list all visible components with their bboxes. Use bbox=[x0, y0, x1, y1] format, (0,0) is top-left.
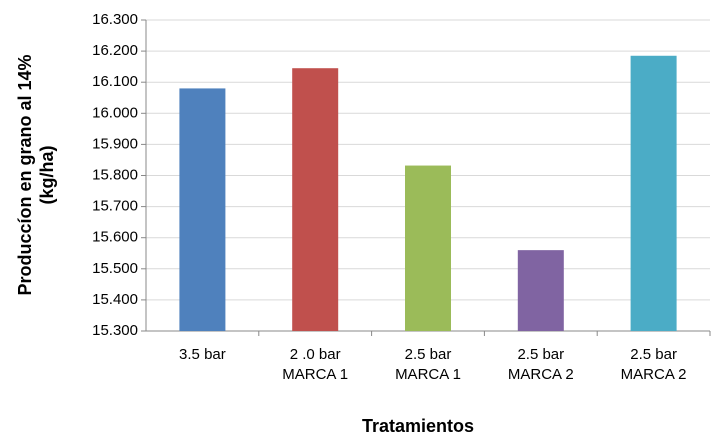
bar bbox=[630, 55, 677, 331]
y-tick-label: 16.000 bbox=[92, 104, 138, 121]
y-tick-label: 15.400 bbox=[92, 291, 138, 308]
x-tick-label: MARCA 1 bbox=[282, 366, 348, 383]
y-tick-label: 15.300 bbox=[92, 322, 138, 339]
y-tick-label: 16.100 bbox=[92, 73, 138, 90]
x-tick-label: 3.5 bar bbox=[179, 346, 226, 363]
y-axis-title: (kg/ha) bbox=[37, 145, 57, 204]
y-tick-label: 15.900 bbox=[92, 135, 138, 152]
bar bbox=[292, 68, 339, 331]
x-tick-label: 2.5 bar bbox=[405, 346, 452, 363]
bar bbox=[517, 250, 564, 331]
x-axis-title: Tratamientos bbox=[362, 416, 474, 436]
x-tick-label: 2.5 bar bbox=[517, 346, 564, 363]
x-tick-label: MARCA 2 bbox=[508, 366, 574, 383]
x-tick-label: 2 .0 bar bbox=[290, 346, 341, 363]
bar bbox=[405, 165, 451, 331]
y-tick-label: 15.700 bbox=[92, 198, 138, 215]
x-tick-label: MARCA 1 bbox=[395, 366, 461, 383]
x-tick-label: 2.5 bar bbox=[630, 346, 677, 363]
bar bbox=[179, 88, 226, 331]
y-tick-label: 15.800 bbox=[92, 166, 138, 183]
y-axis-title: Produccíon en grano al 14% bbox=[15, 54, 35, 295]
y-tick-label: 16.200 bbox=[92, 42, 138, 59]
y-tick-label: 16.300 bbox=[92, 11, 138, 28]
y-tick-label: 15.500 bbox=[92, 260, 138, 277]
y-tick-label: 15.600 bbox=[92, 229, 138, 246]
x-tick-label: MARCA 2 bbox=[621, 366, 687, 383]
